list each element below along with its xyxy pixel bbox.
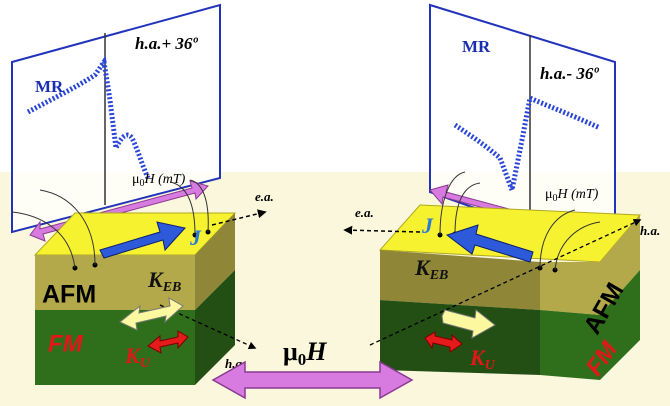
ku-arrow	[424, 331, 463, 353]
j-arrow	[99, 221, 186, 259]
keb-label: KEB	[414, 255, 448, 283]
field-arrow	[211, 360, 414, 400]
y-label: MR	[462, 37, 491, 56]
x-label-part: 0	[140, 178, 145, 189]
easy-axis	[211, 209, 267, 226]
ku-arrow	[147, 330, 189, 354]
x-label-part: 0	[553, 193, 558, 204]
ku-part: K	[469, 345, 486, 370]
easy-axis-label: e.a.	[255, 189, 274, 204]
right-block: J e.a. h.a. AFM FM KEB KU	[343, 171, 660, 381]
wire	[11, 179, 209, 269]
x-label-part: μ	[545, 187, 553, 202]
left-plot: MR h.a.+ 36º μ0H (mT)	[11, 3, 221, 242]
keb-part: K	[147, 267, 164, 292]
field-arrow	[29, 180, 209, 242]
angle-label: h.a.+ 36º	[135, 34, 198, 53]
keb-part: EB	[429, 268, 449, 283]
keb-label: KEB	[147, 267, 181, 295]
x-label: μ0H (mT)	[545, 187, 599, 204]
x-label-part: H (mT)	[557, 187, 599, 202]
keb-part: K	[414, 255, 431, 280]
ku-part: K	[124, 343, 141, 368]
wire	[439, 171, 601, 271]
afm-label: AFM	[42, 281, 96, 309]
fm-label: FM	[48, 330, 84, 357]
side-face	[195, 270, 235, 385]
field-label: μ0H	[283, 337, 327, 369]
field-label-part: μ	[283, 337, 298, 366]
ku-label: KU	[124, 343, 151, 371]
j-label: J	[421, 213, 434, 238]
fm-face	[35, 310, 195, 385]
side-face	[540, 270, 640, 380]
left-block: J e.a. h.a. AFM FM KEB KU	[11, 179, 274, 385]
ku-label: KU	[469, 345, 496, 373]
ku-part: U	[140, 356, 151, 371]
hard-axis-label: h.a.	[640, 223, 660, 238]
keb-arrow	[119, 297, 184, 331]
fm-face	[380, 300, 540, 375]
easy-axis	[343, 225, 421, 235]
hard-axis	[369, 219, 642, 346]
angle-label: h.a.- 36º	[540, 64, 599, 83]
easy-axis-label: e.a.	[355, 205, 374, 220]
keb-arrow	[441, 309, 496, 339]
ku-part: U	[485, 358, 496, 373]
field-label-part: 0	[298, 350, 307, 369]
field-label-part: H	[305, 337, 327, 366]
keb-part: EB	[162, 280, 182, 295]
plot-frame	[11, 3, 221, 234]
side-face	[195, 213, 235, 310]
mr-curve	[453, 94, 602, 200]
x-label-part: H (mT)	[144, 172, 186, 187]
j-label: J	[189, 225, 202, 250]
afm-face	[380, 250, 540, 310]
j-arrow	[445, 224, 534, 263]
x-label-part: μ	[132, 172, 140, 187]
side-face	[540, 215, 640, 315]
mr-curve	[26, 55, 151, 180]
y-label: MR	[35, 77, 64, 96]
